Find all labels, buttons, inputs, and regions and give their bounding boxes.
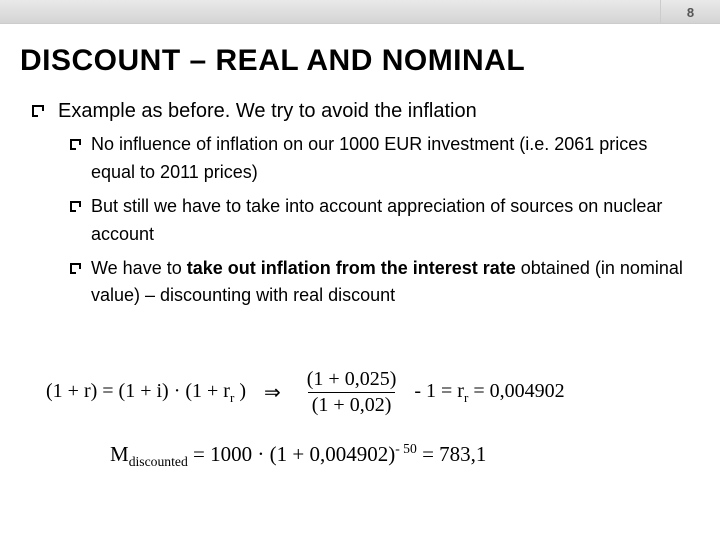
main-bullet: Example as before. We try to avoid the i… [32, 98, 688, 125]
formula-block: (1 + r) = (1 + i) · (1 + rr ) ⇒ (1 + 0,0… [40, 368, 680, 470]
fraction: (1 + 0,025) (1 + 0,02) [303, 368, 401, 417]
bullet-icon [70, 201, 81, 212]
sub-bullet-text: No influence of inflation on our 1000 EU… [91, 131, 688, 187]
bullet-icon [70, 139, 81, 150]
content-area: Example as before. We try to avoid the i… [32, 98, 688, 316]
list-item: We have to take out inflation from the i… [70, 255, 688, 311]
list-item: But still we have to take into account a… [70, 193, 688, 249]
bullet-icon [32, 105, 44, 117]
header-bar: 8 [0, 0, 720, 24]
sub-bullet-text: But still we have to take into account a… [91, 193, 688, 249]
main-bullet-text: Example as before. We try to avoid the i… [58, 98, 477, 125]
sub-bullet-text: We have to take out inflation from the i… [91, 255, 688, 311]
formula-real-rate: (1 + r) = (1 + i) · (1 + rr ) ⇒ (1 + 0,0… [46, 368, 680, 417]
page-number: 8 [660, 0, 720, 24]
bullet-icon [70, 263, 81, 274]
formula-discounted-m: Mdiscounted = 1000 · (1 + 0,004902)- 50 … [110, 441, 680, 470]
list-item: No influence of inflation on our 1000 EU… [70, 131, 688, 187]
sub-bullet-list: No influence of inflation on our 1000 EU… [70, 131, 688, 310]
page-title: DISCOUNT – REAL AND NOMINAL [20, 44, 525, 78]
